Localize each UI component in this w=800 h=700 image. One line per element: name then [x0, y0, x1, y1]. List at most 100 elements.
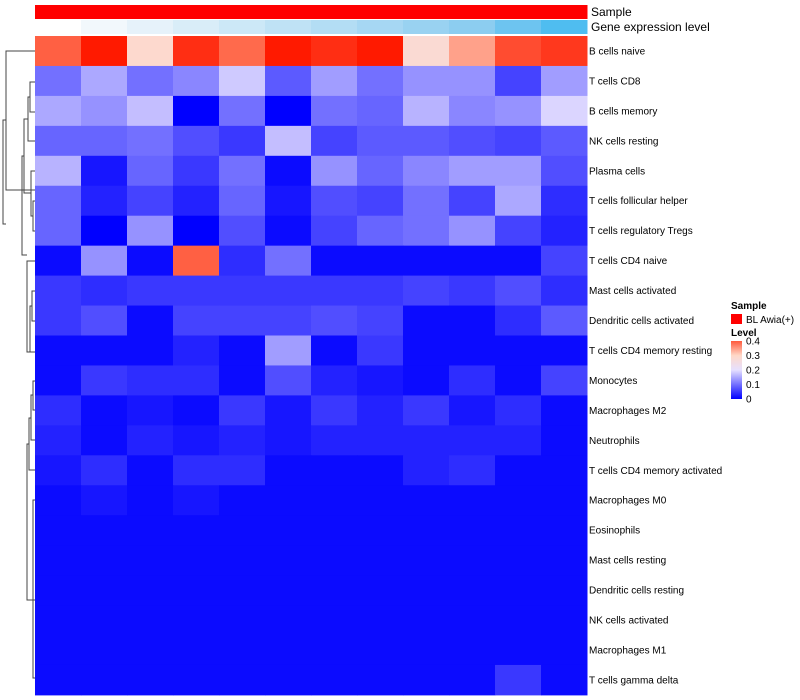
heatmap-cell	[311, 335, 358, 366]
heatmap-cell	[495, 575, 542, 606]
heatmap-cell	[541, 155, 588, 187]
heatmap-cell	[35, 155, 82, 187]
annotation-cell	[311, 5, 358, 19]
dendrogram-branch	[5, 50, 35, 191]
heatmap-cell	[311, 515, 358, 546]
heatmap-cell	[219, 335, 266, 366]
row-label: B cells naive	[589, 46, 646, 57]
heatmap-cell	[219, 455, 266, 486]
heatmap-cell	[35, 275, 82, 307]
annotation-cell	[219, 20, 266, 34]
heatmap-cell	[541, 545, 588, 576]
heatmap-cell	[541, 305, 588, 336]
heatmap-cell	[403, 36, 450, 67]
heatmap-cell	[449, 275, 496, 307]
heatmap-cell	[265, 545, 312, 576]
heatmap-cell	[357, 455, 404, 486]
heatmap-cell	[219, 275, 266, 307]
heatmap-cell	[311, 575, 358, 606]
dendrogram-branch	[32, 499, 35, 679]
heatmap-cell	[541, 245, 588, 277]
heatmap-cell	[265, 36, 312, 67]
heatmap-cell	[495, 664, 542, 696]
heatmap-cell	[81, 125, 128, 157]
heatmap-cell	[495, 425, 542, 456]
annotation-cell	[357, 5, 404, 19]
legend-sample-title: Sample	[731, 301, 767, 312]
heatmap-cell	[35, 36, 82, 67]
heatmap-cell	[173, 65, 220, 97]
heatmap-cell	[495, 245, 542, 277]
heatmap-cell	[173, 245, 220, 277]
heatmap-cell	[35, 545, 82, 576]
heatmap-cell	[219, 575, 266, 606]
heatmap-cell	[357, 664, 404, 696]
legend-tick-label: 0	[746, 395, 752, 406]
heatmap-cell	[81, 275, 128, 307]
heatmap-cell	[449, 425, 496, 456]
heatmap-cell	[173, 365, 220, 396]
heatmap-cell	[265, 605, 312, 636]
annotation-cell	[35, 5, 82, 19]
heatmap-cell	[35, 664, 82, 696]
heatmap-cell	[35, 455, 82, 486]
heatmap-cell	[81, 545, 128, 576]
heatmap-cell	[495, 605, 542, 636]
heatmap-cell	[449, 605, 496, 636]
row-label: T cells gamma delta	[589, 675, 679, 686]
heatmap-cell	[449, 65, 496, 97]
annotation-cell	[173, 20, 220, 34]
row-label: Macrophages M2	[589, 406, 667, 417]
annotation-cell	[81, 20, 128, 34]
heatmap-cell	[265, 635, 312, 666]
annotation-cell	[357, 20, 404, 34]
heatmap-cell	[127, 395, 174, 426]
heatmap-cell	[311, 635, 358, 666]
heatmap-cell	[449, 395, 496, 426]
heatmap-cell	[495, 125, 542, 157]
heatmap-cell	[403, 215, 450, 247]
heatmap-cell	[127, 635, 174, 666]
dendrogram-branch	[26, 260, 35, 353]
heatmap-cell	[81, 425, 128, 456]
heatmap-cell	[495, 335, 542, 366]
heatmap-cell	[541, 65, 588, 97]
heatmap-cell	[311, 275, 358, 307]
heatmap-cell	[265, 185, 312, 217]
heatmap-cell	[357, 335, 404, 366]
heatmap-cell	[173, 545, 220, 576]
heatmap-cell	[495, 215, 542, 247]
heatmap-cell	[495, 545, 542, 576]
heatmap-cell	[541, 335, 588, 366]
heatmap-cell	[541, 575, 588, 606]
heatmap-cell	[449, 95, 496, 127]
annotation-cell	[35, 20, 82, 34]
heatmap-cell	[219, 215, 266, 247]
legend-tick-label: 0.1	[746, 380, 760, 391]
heatmap-cell	[495, 635, 542, 666]
heatmap-cell	[311, 245, 358, 277]
heatmap-cell	[127, 455, 174, 486]
annotation-cell	[173, 5, 220, 19]
heatmap-cells	[35, 36, 588, 696]
heatmap-cell	[357, 485, 404, 516]
row-label: NK cells resting	[589, 136, 658, 147]
heatmap-cell	[265, 425, 312, 456]
heatmap-cell	[311, 215, 358, 247]
heatmap-cell	[35, 65, 82, 97]
heatmap-cell	[357, 575, 404, 606]
heatmap-cell	[219, 635, 266, 666]
heatmap-cell	[311, 95, 358, 127]
row-label: B cells memory	[589, 106, 657, 117]
heatmap-cell	[173, 605, 220, 636]
dendrogram-branch	[32, 380, 35, 411]
heatmap-cell	[265, 215, 312, 247]
heatmap-cell	[35, 245, 82, 277]
heatmap-cell	[81, 335, 128, 366]
heatmap-cell	[173, 455, 220, 486]
heatmap-cell	[357, 275, 404, 307]
heatmap-cell	[219, 365, 266, 396]
heatmap-cell	[449, 365, 496, 396]
heatmap-cell	[403, 515, 450, 546]
heatmap-cell	[311, 485, 358, 516]
